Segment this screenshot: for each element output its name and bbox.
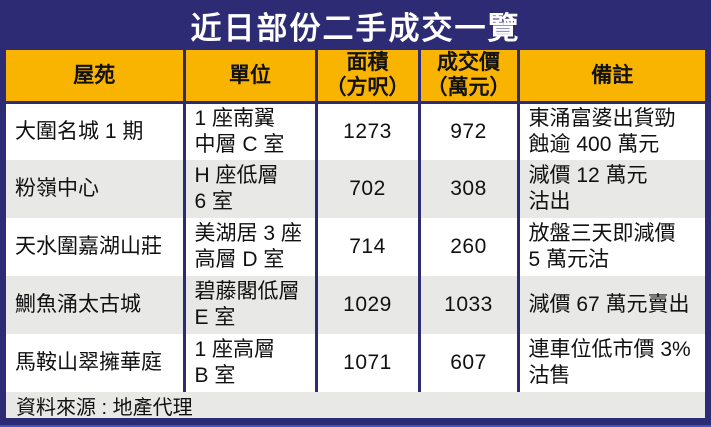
cell-area: 1273 — [314, 102, 419, 160]
cell-area: 1071 — [314, 334, 419, 392]
cell-unit: 碧藤閣低層 E 室 — [182, 276, 316, 334]
title-bar: 近日部份二手成交一覽 — [0, 0, 711, 50]
source-note: 資料來源 : 地產代理 — [16, 396, 193, 419]
header-row: 屋苑 單位 面積 （方呎） 成交價 （萬元） 備註 — [6, 50, 705, 104]
cell-estate: 粉嶺中心 — [6, 160, 184, 218]
col-header-area: 面積 （方呎） — [314, 50, 419, 104]
cell-price: 260 — [417, 218, 518, 276]
cell-estate: 馬鞍山翠擁華庭 — [15, 351, 162, 374]
source-bar: 資料來源 : 地產代理 — [6, 392, 705, 419]
table-header: 屋苑 單位 面積 （方呎） 成交價 （萬元） 備註 — [6, 50, 705, 104]
table-row: 鰂魚涌太古城 碧藤閣低層 E 室 1029 1033 減價 67 萬元賣出 — [6, 276, 705, 334]
cell-unit: 1 座南翼 中層 C 室 — [182, 102, 316, 160]
cell-remark: 減價 12 萬元 沽出 — [516, 160, 705, 218]
cell-estate: 鰂魚涌太古城 — [6, 276, 184, 334]
col-header-estate: 屋苑 — [6, 50, 184, 104]
table-container: 屋苑 單位 面積 （方呎） 成交價 （萬元） 備註 大圍名城 1 期 1 座南翼… — [6, 50, 705, 419]
transactions-table: 屋苑 單位 面積 （方呎） 成交價 （萬元） 備註 大圍名城 1 期 1 座南翼… — [6, 50, 705, 392]
cell-price: 607 — [417, 334, 518, 392]
page-title: 近日部份二手成交一覽 — [190, 10, 521, 46]
col-header-price: 成交價 （萬元） — [417, 50, 518, 104]
cell-estate: 天水圍嘉湖山莊 — [15, 235, 162, 258]
cell-price: 308 — [417, 160, 518, 218]
table-row: 大圍名城 1 期 1 座南翼 中層 C 室 1273 972 東涌富婆出貨勁 蝕… — [6, 102, 705, 160]
cell-price: 972 — [417, 102, 518, 160]
cell-area: 1029 — [314, 276, 419, 334]
cell-remark: 連車位低市價 3% 沽售 — [516, 334, 705, 392]
cell-price: 1033 — [417, 276, 518, 334]
table-row: 粉嶺中心 H 座低層 6 室 702 308 減價 12 萬元 沽出 — [6, 160, 705, 218]
col-header-remarks: 備註 — [516, 50, 705, 104]
bottom-accent-line — [0, 425, 711, 427]
cell-estate: 大圍名城 1 期 — [15, 119, 144, 143]
table-row: 馬鞍山翠擁華庭 1 座高層 B 室 1071 607 連車位低市價 3% 沽售 — [6, 334, 705, 392]
cell-remark: 東涌富婆出貨勁 蝕逾 400 萬元 — [516, 102, 705, 160]
cell-area: 714 — [314, 218, 419, 276]
cell-remark: 減價 67 萬元賣出 — [516, 276, 705, 334]
table-body: 大圍名城 1 期 1 座南翼 中層 C 室 1273 972 東涌富婆出貨勁 蝕… — [6, 102, 705, 392]
col-header-unit: 單位 — [182, 50, 316, 104]
cell-unit: 1 座高層 B 室 — [182, 334, 316, 392]
cell-area: 702 — [314, 160, 419, 218]
cell-remark: 放盤三天即減價 5 萬元沽 — [516, 218, 705, 276]
cell-unit: H 座低層 6 室 — [182, 160, 316, 218]
cell-unit: 美湖居 3 座 高層 D 室 — [182, 218, 316, 276]
table-row: 天水圍嘉湖山莊 美湖居 3 座 高層 D 室 714 260 放盤三天即減價 5… — [6, 218, 705, 276]
